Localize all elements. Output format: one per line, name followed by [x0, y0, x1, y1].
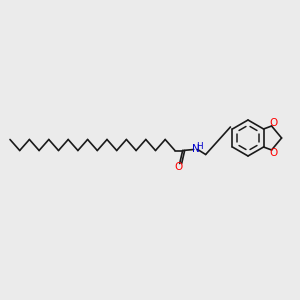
Text: N: N	[192, 143, 200, 154]
Text: O: O	[269, 118, 278, 128]
Text: O: O	[269, 148, 278, 158]
Text: O: O	[175, 163, 183, 172]
Text: H: H	[196, 142, 203, 151]
